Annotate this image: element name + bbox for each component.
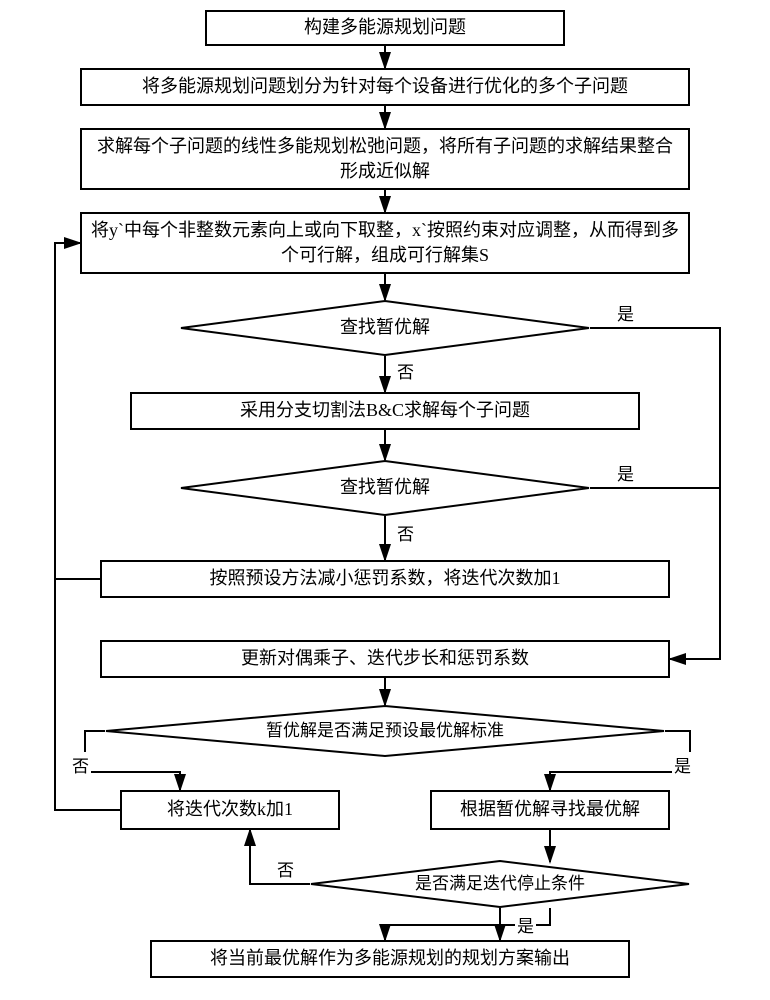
diamond-find-opt-1: 查找暂优解: [180, 300, 590, 356]
box-label: 求解每个子问题的线性多能规划松弛问题，将所有子问题的求解结果整合形成近似解: [90, 134, 680, 184]
label-no: 否: [275, 856, 296, 881]
label-yes: 是: [615, 300, 636, 325]
box-output: 将当前最优解作为多能源规划的规划方案输出: [150, 940, 630, 978]
box-label: 将迭代次数k加1: [167, 797, 293, 822]
box-label: 更新对偶乘子、迭代步长和惩罚系数: [241, 646, 529, 671]
diamond-satisfy-criteria: 暂优解是否满足预设最优解标准: [105, 705, 665, 757]
box-label: 根据暂优解寻找最优解: [460, 797, 640, 822]
box-label: 将当前最优解作为多能源规划的规划方案输出: [210, 946, 570, 971]
box-iter-k: 将迭代次数k加1: [120, 790, 340, 830]
diamond-label: 是否满足迭代停止条件: [415, 874, 585, 894]
box-label: 按照预设方法减小惩罚系数，将迭代次数加1: [210, 566, 561, 591]
label-no: 否: [70, 752, 91, 777]
box-label: 构建多能源规划问题: [304, 15, 466, 40]
box-label: 将y`中每个非整数元素向上或向下取整，x`按照约束对应调整，从而得到多个可行解，…: [90, 218, 680, 268]
diamond-find-opt-2: 查找暂优解: [180, 460, 590, 516]
box-label: 将多能源规划问题划分为针对每个设备进行优化的多个子问题: [142, 74, 628, 99]
box-divide: 将多能源规划问题划分为针对每个设备进行优化的多个子问题: [80, 68, 690, 106]
diamond-label: 暂优解是否满足预设最优解标准: [266, 721, 504, 741]
label-no: 否: [395, 520, 416, 545]
label-yes: 是: [515, 912, 536, 937]
diamond-label: 查找暂优解: [340, 317, 430, 339]
diamond-stop-condition: 是否满足迭代停止条件: [310, 860, 690, 908]
label-yes: 是: [672, 752, 693, 777]
label-no: 否: [395, 358, 416, 383]
box-construct: 构建多能源规划问题: [205, 10, 565, 46]
label-yes: 是: [615, 460, 636, 485]
box-round: 将y`中每个非整数元素向上或向下取整，x`按照约束对应调整，从而得到多个可行解，…: [80, 212, 690, 274]
diamond-label: 查找暂优解: [340, 477, 430, 499]
box-label: 采用分支切割法B&C求解每个子问题: [240, 398, 530, 423]
box-update-dual: 更新对偶乘子、迭代步长和惩罚系数: [100, 640, 670, 678]
box-solve-relax: 求解每个子问题的线性多能规划松弛问题，将所有子问题的求解结果整合形成近似解: [80, 128, 690, 190]
box-branch-cut: 采用分支切割法B&C求解每个子问题: [130, 392, 640, 430]
box-penalty: 按照预设方法减小惩罚系数，将迭代次数加1: [100, 560, 670, 598]
box-find-optimal: 根据暂优解寻找最优解: [430, 790, 670, 830]
